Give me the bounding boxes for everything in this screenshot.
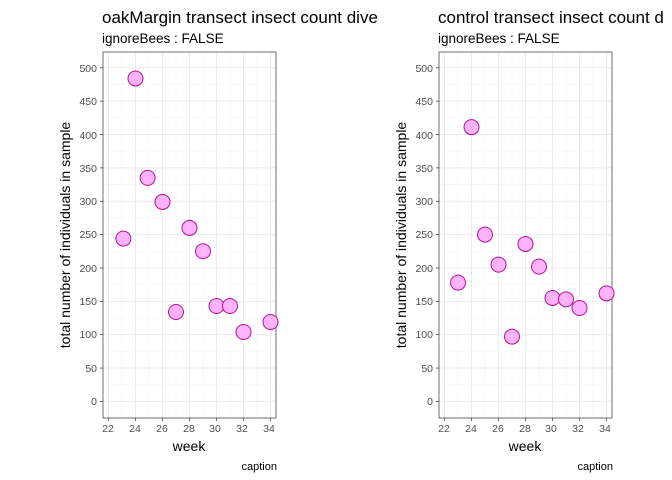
y-tick-label: 300 [415, 196, 433, 208]
chart-subtitle: ignoreBees : FALSE [438, 31, 560, 46]
data-point [139, 169, 156, 186]
y-tick-label: 50 [421, 363, 433, 375]
chart-title: control transect insect count d [438, 8, 664, 27]
y-tick-label: 300 [79, 196, 97, 208]
y-tick-label: 150 [79, 296, 97, 308]
y-axis-title: total number of individuals in sample [57, 122, 73, 349]
data-point [544, 289, 561, 306]
x-tick-label: 28 [183, 423, 195, 435]
y-tick-label: 100 [415, 329, 433, 341]
chart-panel-2: control transect insect count d ignoreBe… [393, 8, 664, 473]
data-points [115, 70, 279, 341]
x-tick-label: 34 [599, 423, 611, 435]
data-point [168, 303, 184, 320]
x-tick-label: 26 [492, 423, 504, 435]
y-tick-label: 400 [79, 130, 97, 142]
data-point [127, 70, 144, 87]
y-tick-label: 0 [427, 396, 433, 408]
x-tick-label: 22 [102, 423, 114, 435]
x-tick-label: 26 [156, 423, 168, 435]
grid [103, 52, 276, 418]
x-tick-label: 32 [236, 423, 248, 435]
data-point [115, 230, 132, 247]
x-tick-label: 28 [519, 423, 531, 435]
data-point [531, 258, 547, 275]
chart-subtitle: ignoreBees : FALSE [102, 31, 224, 46]
data-point [181, 219, 198, 236]
grid [439, 52, 612, 418]
x-tick-label: 24 [465, 423, 477, 435]
x-tick-label: 32 [572, 423, 584, 435]
chart-panel-1: oakMargin transect insect count dive ign… [57, 8, 378, 473]
chart-title: oakMargin transect insect count dive [102, 8, 378, 27]
data-point [598, 285, 615, 302]
y-tick-label: 250 [79, 229, 97, 241]
x-tick-label: 30 [545, 423, 557, 435]
y-tick-label: 50 [85, 363, 97, 375]
y-tick-label: 0 [91, 396, 97, 408]
data-point [154, 193, 171, 210]
x-axis-title: week [172, 438, 207, 454]
x-tick-label: 34 [263, 423, 275, 435]
y-tick-label: 250 [415, 229, 433, 241]
data-point [208, 297, 225, 314]
data-point [504, 328, 520, 345]
y-tick-label: 400 [415, 130, 433, 142]
chart-caption: caption [578, 461, 613, 473]
data-point [571, 299, 588, 316]
x-axis-title: week [508, 438, 543, 454]
data-point [450, 274, 466, 291]
y-tick-label: 450 [79, 96, 97, 108]
x-axis: 22 24 26 28 30 32 34 [438, 418, 611, 435]
x-tick-label: 24 [129, 423, 141, 435]
y-axis-title: total number of individuals in sample [393, 122, 409, 349]
data-point [477, 226, 493, 243]
data-point [235, 324, 252, 341]
data-point [490, 256, 507, 273]
y-tick-label: 150 [415, 296, 433, 308]
y-tick-label: 200 [79, 263, 97, 275]
y-tick-label: 350 [415, 163, 433, 175]
data-point [222, 297, 238, 314]
y-tick-label: 100 [79, 329, 97, 341]
y-tick-label: 500 [79, 63, 97, 75]
data-point [262, 314, 279, 331]
data-point [463, 119, 480, 136]
data-point [517, 235, 534, 252]
data-points [450, 119, 615, 345]
data-point [195, 243, 211, 260]
data-point [558, 291, 574, 308]
y-tick-label: 200 [415, 263, 433, 275]
x-tick-label: 22 [438, 423, 450, 435]
y-tick-label: 450 [415, 96, 433, 108]
y-axis: 0 50 100 150 200 250 300 350 400 450 500 [415, 63, 439, 408]
x-axis: 22 24 26 28 30 32 34 [102, 418, 275, 435]
y-tick-label: 350 [79, 163, 97, 175]
chart-caption: caption [242, 461, 277, 473]
y-tick-label: 500 [415, 63, 433, 75]
x-tick-label: 30 [209, 423, 221, 435]
y-axis: 0 50 100 150 200 250 300 350 400 450 500 [79, 63, 103, 408]
